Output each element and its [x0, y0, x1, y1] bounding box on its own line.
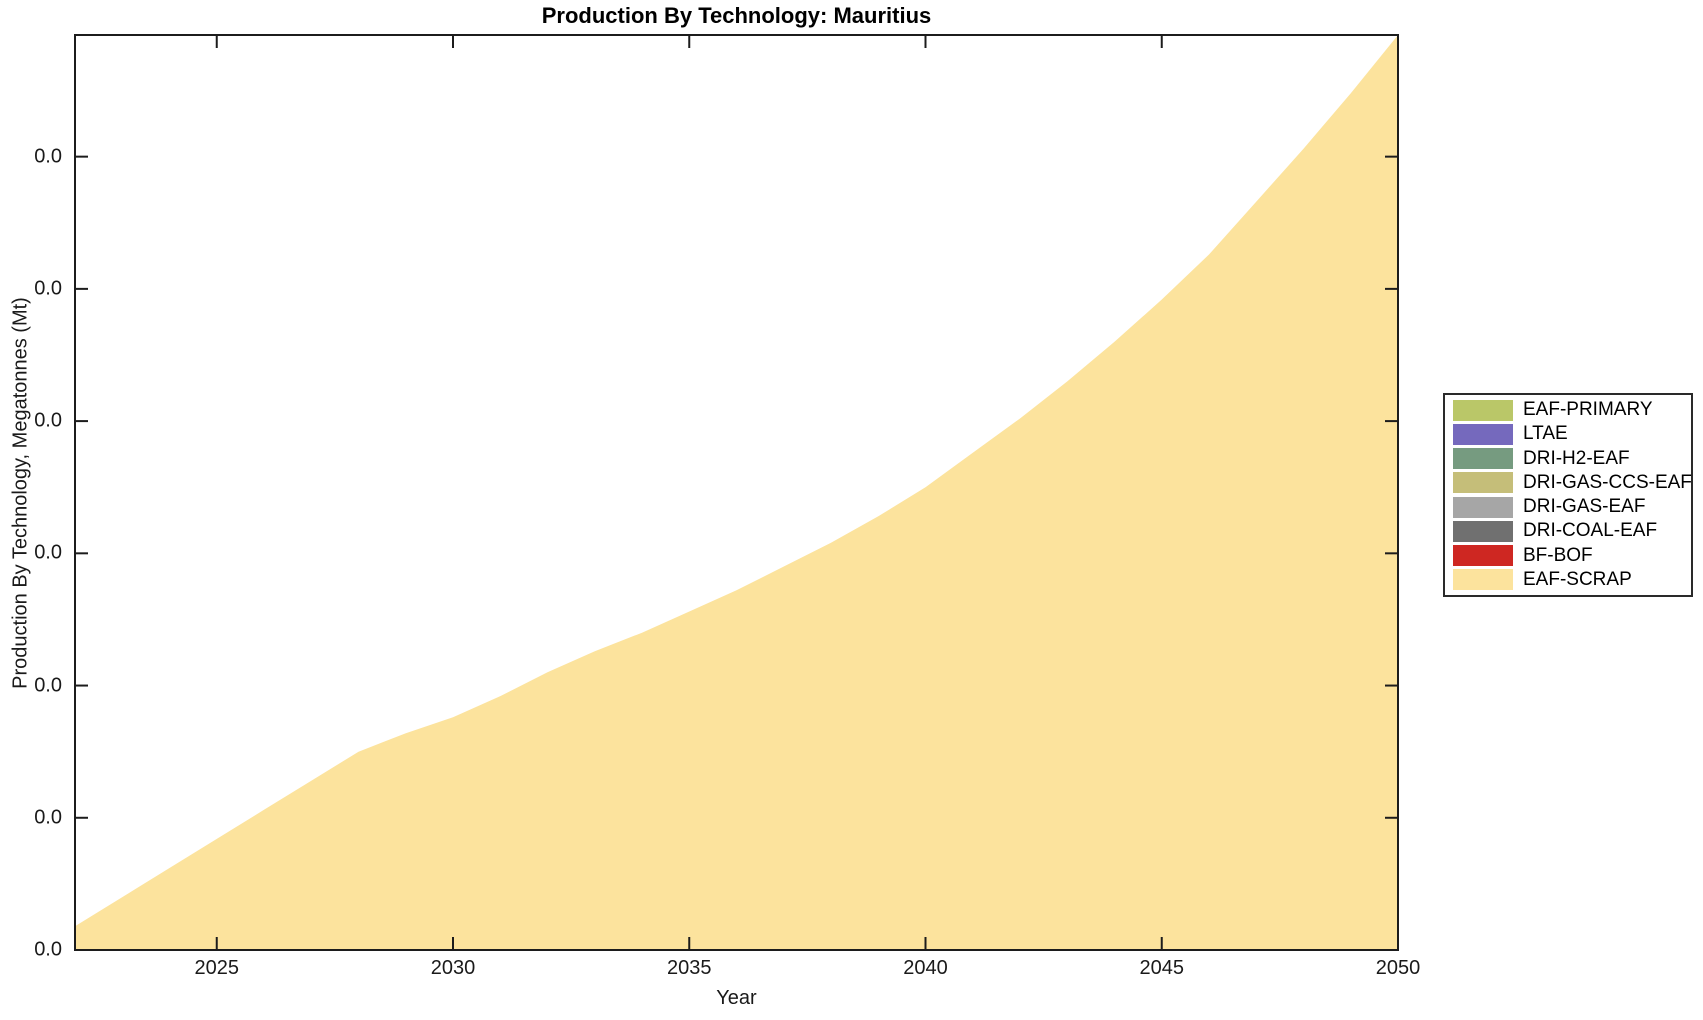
legend-item: DRI-H2-EAF [1453, 448, 1683, 470]
legend-item: DRI-GAS-EAF [1453, 496, 1683, 518]
x-tick-label: 2045 [1139, 957, 1185, 979]
y-axis-label: Production By Technology, Megatonnes (Mt… [9, 297, 32, 689]
legend-swatch-dri-gas-eaf [1453, 496, 1513, 518]
plot-frame [74, 34, 1399, 951]
y-tick-label: 0.0 [34, 806, 62, 829]
legend-label: EAF-PRIMARY [1523, 399, 1653, 421]
legend-item: DRI-GAS-CCS-EAF [1453, 472, 1692, 494]
x-tick-label: 2035 [667, 957, 712, 979]
legend-item: LTAE [1453, 423, 1683, 445]
x-tick-label: 2050 [1375, 957, 1421, 979]
legend-swatch-bf-bof [1453, 545, 1513, 567]
legend-item: DRI-COAL-EAF [1453, 520, 1683, 542]
legend-label: DRI-COAL-EAF [1523, 520, 1658, 542]
x-tick-label: 2030 [430, 957, 476, 979]
legend-label: DRI-H2-EAF [1523, 447, 1630, 469]
legend-swatch-eaf-scrap [1453, 569, 1513, 591]
x-tick-label: 2025 [194, 957, 240, 979]
legend-swatch-dri-gas-ccs-eaf [1453, 472, 1513, 494]
legend-item: BF-BOF [1453, 545, 1683, 567]
legend-label: DRI-GAS-CCS-EAF [1523, 471, 1692, 493]
legend-swatch-dri-coal-eaf [1453, 520, 1513, 542]
chart-title: Production By Technology: Mauritius [541, 3, 932, 28]
legend-label: BF-BOF [1523, 544, 1593, 566]
area-series-eaf-scrap [75, 35, 1398, 950]
legend-item: EAF-SCRAP [1453, 569, 1683, 591]
legend-label: LTAE [1523, 423, 1568, 445]
legend-label: EAF-SCRAP [1523, 568, 1632, 590]
legend-item: EAF-PRIMARY [1453, 399, 1683, 421]
y-tick-label: 0.0 [34, 277, 62, 300]
y-tick-label: 0.0 [34, 938, 62, 961]
legend-label: DRI-GAS-EAF [1523, 496, 1646, 518]
legend-box: EAF-PRIMARY LTAE DRI-H2-EAF DRI-GAS-CCS-EAF… [1443, 393, 1693, 597]
y-tick-label: 0.0 [34, 541, 62, 564]
legend-swatch-dri-h2-eaf [1453, 448, 1513, 470]
x-tick-label: 2040 [903, 957, 948, 979]
x-axis-label: Year [716, 987, 757, 1009]
legend-swatch-ltae [1453, 423, 1513, 445]
y-tick-label: 0.0 [34, 409, 62, 432]
y-tick-label: 0.0 [34, 674, 62, 697]
y-tick-label: 0.0 [34, 145, 62, 168]
legend-swatch-eaf-primary [1453, 399, 1513, 421]
